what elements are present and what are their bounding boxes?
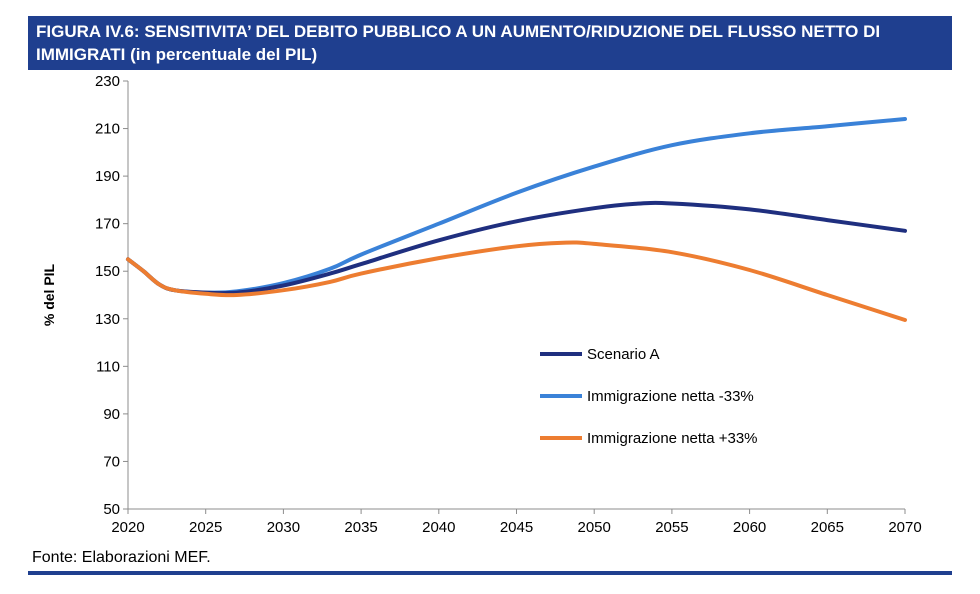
y-tick-label: 170 xyxy=(95,216,120,233)
x-tick-label: 2025 xyxy=(189,519,222,536)
x-tick-label: 2040 xyxy=(422,519,455,536)
y-tick-label: 230 xyxy=(95,73,120,90)
figure-title-line1: FIGURA IV.6: SENSITIVITA’ DEL DEBITO PUB… xyxy=(36,22,881,41)
y-tick-label: 50 xyxy=(103,501,120,518)
legend-label: Immigrazione netta -33% xyxy=(587,388,754,405)
chart-series xyxy=(126,117,907,322)
y-axis-label: % del PIL xyxy=(41,263,57,326)
y-axis-ticks: 50 70 90 110 130 150 170 190 210 230 xyxy=(95,73,128,518)
x-axis-ticks: 2020 2025 2030 2035 2040 2045 2050 2055 2060 2065… xyxy=(111,509,922,536)
x-tick-label: 2050 xyxy=(578,519,611,536)
x-tick-label: 2070 xyxy=(888,519,921,536)
source-note: Fonte: Elaborazioni MEF. xyxy=(32,549,211,566)
figure-title-line2: IMMIGRATI (in percentuale del PIL) xyxy=(36,45,318,64)
y-tick-label: 130 xyxy=(95,311,120,328)
x-tick-label: 2045 xyxy=(500,519,533,536)
figure-title: FIGURA IV.6: SENSITIVITA’ DEL DEBITO PUB… xyxy=(28,16,952,70)
bottom-divider xyxy=(28,571,952,575)
x-tick-label: 2035 xyxy=(344,519,377,536)
chart-legend: Scenario A Immigrazione netta -33% Immigra… xyxy=(540,346,758,447)
legend-label: Scenario A xyxy=(587,346,660,363)
x-tick-label: 2060 xyxy=(733,519,766,536)
y-tick-label: 90 xyxy=(103,406,120,423)
legend-label: Immigrazione netta +33% xyxy=(587,430,758,447)
series-line-3 xyxy=(126,240,907,322)
x-tick-label: 2065 xyxy=(811,519,844,536)
x-tick-label: 2020 xyxy=(111,519,144,536)
x-tick-label: 2055 xyxy=(655,519,688,536)
y-tick-label: 210 xyxy=(95,121,120,138)
x-tick-label: 2030 xyxy=(267,519,300,536)
y-tick-label: 150 xyxy=(95,263,120,280)
y-tick-label: 190 xyxy=(95,168,120,185)
y-tick-label: 70 xyxy=(103,453,120,470)
y-tick-label: 110 xyxy=(96,358,120,375)
series-line-2 xyxy=(126,117,907,295)
